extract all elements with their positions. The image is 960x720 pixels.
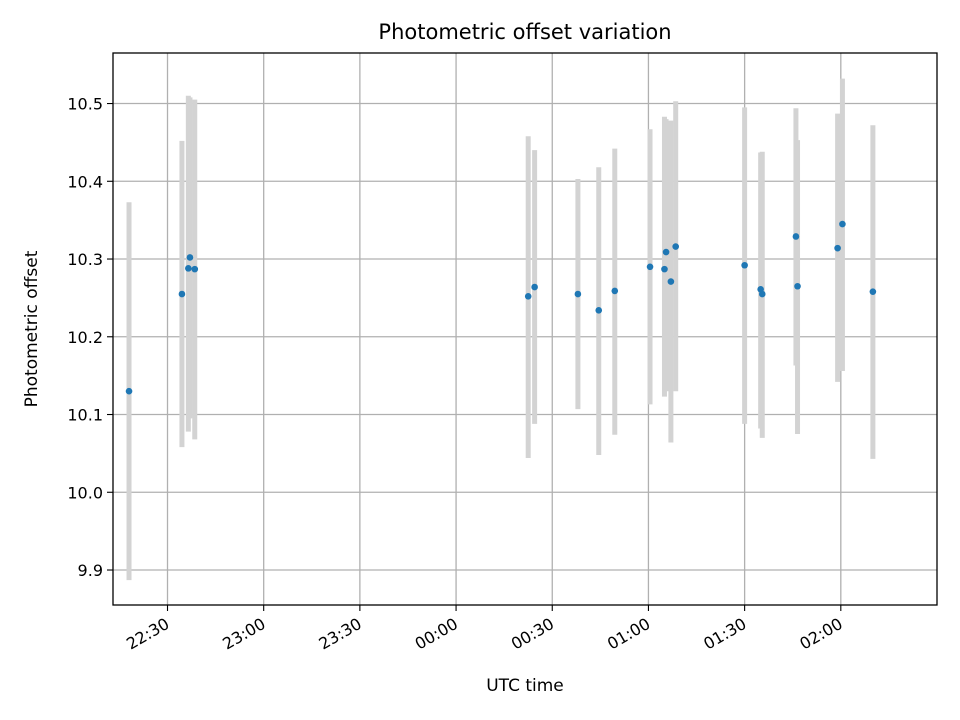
y-tick-label: 9.9: [78, 561, 103, 580]
y-tick-label: 10.1: [67, 406, 103, 425]
y-tick-label: 10.3: [67, 250, 103, 269]
y-tick-label: 10.4: [67, 172, 103, 191]
data-point: [646, 263, 654, 271]
chart-title: Photometric offset variation: [378, 20, 671, 44]
data-point: [186, 254, 194, 261]
data-point: [794, 282, 801, 290]
data-point: [839, 220, 846, 228]
y-tick-label: 10.5: [67, 95, 103, 114]
data-point: [611, 287, 619, 295]
data-point: [834, 244, 841, 252]
x-axis-label: UTC time: [486, 676, 564, 696]
data-point: [672, 243, 679, 250]
data-point: [869, 288, 877, 295]
data-point: [661, 265, 668, 273]
y-axis-label: Photometric offset: [22, 250, 42, 407]
data-point: [125, 387, 133, 395]
data-point: [185, 265, 192, 272]
data-point: [531, 283, 538, 291]
data-point: [191, 265, 199, 273]
data-point: [524, 293, 532, 300]
data-point: [595, 307, 603, 314]
data-point: [792, 233, 800, 240]
data-point: [741, 261, 748, 269]
data-point: [667, 278, 675, 285]
plot-frame: [112, 52, 938, 606]
y-tick-label: 10.2: [67, 328, 103, 347]
data-point: [574, 290, 582, 298]
data-points: [125, 220, 877, 395]
data-point: [178, 290, 186, 298]
data-point: [662, 248, 670, 256]
y-tick-label: 10.0: [67, 483, 103, 502]
data-point: [758, 290, 766, 298]
